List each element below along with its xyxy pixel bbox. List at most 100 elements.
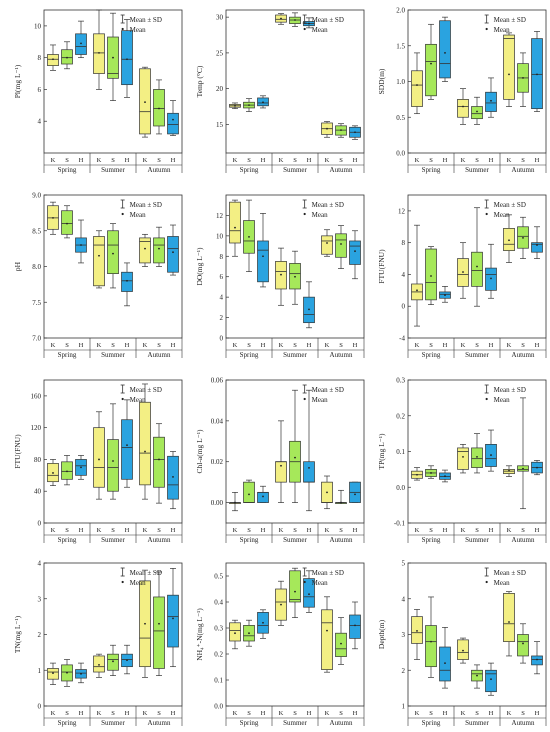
iqr-box: [275, 461, 287, 483]
box-summer-h: [303, 281, 315, 329]
box-autumn-s: [335, 123, 347, 138]
site-label-h: H: [443, 527, 448, 534]
legend-label-mean: Mean: [494, 396, 510, 404]
legend-label-mean: Mean: [130, 26, 146, 34]
site-label-h: H: [535, 527, 540, 534]
box-spring-s: [425, 246, 437, 305]
y-tick-label: 0: [220, 335, 224, 343]
y-tick-label: 2: [402, 667, 406, 675]
group-label-summer: Summer: [465, 536, 489, 544]
box-autumn-s: [335, 489, 347, 504]
site-label-h: H: [125, 342, 130, 349]
legend: Mean ± SD Mean: [120, 384, 162, 404]
group-label-summer: Summer: [465, 351, 489, 359]
y-tick-label: 0.06: [211, 377, 224, 385]
mean-dot: [158, 107, 160, 110]
box-spring-h: [257, 95, 269, 109]
site-label-h: H: [535, 157, 540, 164]
box-spring-s: [61, 41, 73, 70]
box-spring-s: [61, 455, 73, 486]
mean-dot: [476, 110, 478, 113]
mean-dot: [430, 62, 432, 65]
mean-dot: [144, 247, 146, 250]
iqr-box: [321, 235, 333, 255]
mean-dot: [66, 470, 68, 473]
box-autumn-h: [531, 460, 543, 476]
iqr-box: [229, 201, 241, 244]
mean-dot: [262, 621, 264, 624]
mean-dot: [536, 244, 538, 246]
site-label-k: K: [461, 342, 466, 349]
site-label-k: K: [233, 527, 238, 534]
plot-frame: [225, 9, 365, 154]
legend-mean-icon: [303, 27, 306, 31]
mean-dot: [354, 624, 356, 627]
group-label-autumn: Autumn: [148, 351, 171, 359]
y-tick-label: 1.5: [396, 42, 405, 50]
site-label-h: H: [261, 710, 266, 717]
iqr-box: [153, 436, 165, 488]
site-label-k: K: [279, 527, 284, 534]
box-autumn-h: [531, 31, 543, 112]
box-summer-s: [289, 389, 301, 503]
box-summer-s: [289, 567, 301, 618]
site-label-k: K: [507, 342, 512, 349]
site-label-h: H: [171, 527, 176, 534]
mean-dot: [144, 622, 146, 625]
site-label-k: K: [97, 527, 102, 534]
iqr-box: [257, 492, 269, 503]
box-summer-k: [457, 443, 469, 474]
mean-dot: [326, 242, 328, 244]
legend-label-sd: Mean ± SD: [494, 16, 526, 24]
y-axis-label: Temp (°C): [195, 65, 204, 97]
y-axis-label: pH: [13, 261, 22, 271]
mean-dot: [308, 22, 310, 25]
site-label-k: K: [415, 157, 420, 164]
site-label-k: K: [325, 527, 330, 534]
site-label-h: H: [171, 342, 176, 349]
site-label-k: K: [325, 157, 330, 164]
y-tick-label: 8: [402, 239, 406, 247]
site-label-k: K: [143, 710, 148, 717]
site-label-s: S: [247, 710, 251, 717]
mean-dot: [490, 678, 492, 681]
legend-mean-icon: [485, 27, 488, 31]
group-label-autumn: Autumn: [512, 351, 535, 359]
group-label-summer: Summer: [465, 166, 489, 174]
legend: Mean ± SD Mean: [302, 567, 344, 587]
site-label-s: S: [521, 342, 525, 349]
iqr-box: [303, 578, 315, 608]
iqr-box: [257, 240, 269, 283]
site-label-h: H: [261, 157, 266, 164]
site-label-h: H: [535, 710, 540, 717]
iqr-box: [121, 30, 133, 86]
mean-dot: [172, 251, 174, 254]
mean-dot: [52, 216, 54, 219]
y-axis-label: Chl-a(mg L⁻¹): [195, 429, 204, 473]
box-spring-k: [47, 44, 59, 71]
legend: Mean ± SD Mean: [120, 14, 162, 34]
mean-dot: [444, 294, 446, 296]
plot-frame: [225, 194, 365, 339]
box-spring-s: [425, 465, 437, 479]
site-label-h: H: [489, 342, 494, 349]
box-spring-h: [257, 485, 269, 503]
y-tick-label: 120: [31, 424, 42, 432]
mean-dot: [536, 466, 538, 469]
mean-dot: [430, 640, 432, 643]
mean-dot: [98, 458, 100, 461]
y-tick-label: 0.3: [396, 377, 405, 385]
group-label-spring: Spring: [422, 719, 441, 727]
legend: Mean ± SD Mean: [484, 384, 526, 404]
mean-dot: [430, 472, 432, 474]
site-label-s: S: [247, 157, 251, 164]
mean-dot: [536, 658, 538, 661]
box-spring-k: [411, 52, 423, 115]
group-label-autumn: Autumn: [148, 166, 171, 174]
group-label-autumn: Autumn: [330, 351, 353, 359]
iqr-box: [471, 106, 483, 120]
legend-label-sd: Mean ± SD: [312, 16, 344, 24]
box-summer-s: [107, 12, 119, 101]
box-summer-s: [107, 223, 119, 289]
